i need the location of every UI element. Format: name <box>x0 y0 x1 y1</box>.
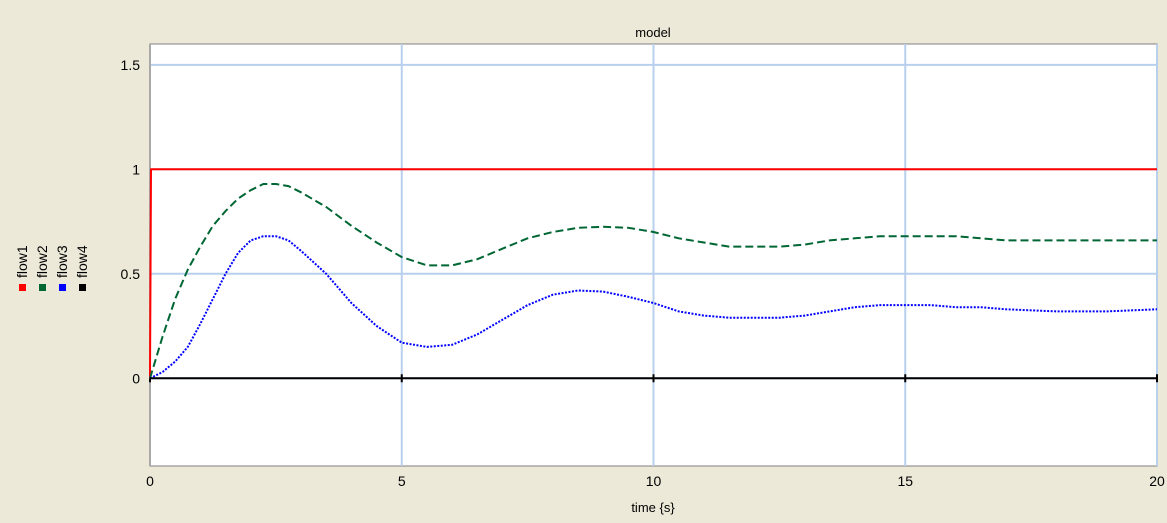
x-tick-label: 5 <box>398 473 406 489</box>
legend-label-flow2: flow2 <box>34 245 50 278</box>
series-layer <box>149 168 1158 380</box>
x-tick-label: 15 <box>897 473 913 489</box>
legend-label-flow1: flow1 <box>14 245 30 278</box>
chart-title: model <box>635 25 671 40</box>
x-tick-label: 20 <box>1149 473 1165 489</box>
x-tick-label: 0 <box>146 473 154 489</box>
series-line-flow3 <box>149 235 1158 380</box>
legend-swatch-flow1 <box>19 284 26 291</box>
y-tick-label: 0 <box>132 370 140 386</box>
legend-swatch-flow2 <box>39 284 46 291</box>
y-tick-label: 0.5 <box>121 266 141 282</box>
x-axis-label: time {s} <box>631 500 675 515</box>
series-line-flow2 <box>149 183 1157 379</box>
y-tick-label: 1 <box>132 161 140 177</box>
series-line-flow1 <box>149 168 1157 379</box>
x-tick-label: 10 <box>646 473 662 489</box>
legend-label-flow4: flow4 <box>74 245 90 278</box>
tick-label-layer: 0 5 10 15 20 0 0.5 1 1.5 <box>121 57 1165 489</box>
legend: flow1 flow2 flow3 flow4 <box>14 245 90 291</box>
legend-swatch-flow4 <box>79 284 86 291</box>
y-tick-label: 1.5 <box>121 57 141 73</box>
legend-label-flow3: flow3 <box>54 245 70 278</box>
legend-swatch-flow3 <box>59 284 66 291</box>
